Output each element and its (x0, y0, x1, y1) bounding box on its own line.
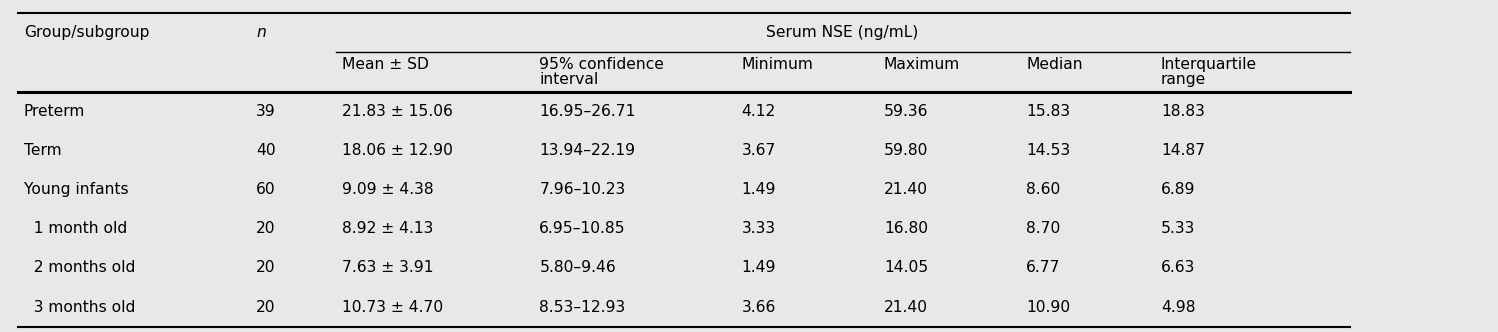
Text: 9.09 ± 4.38: 9.09 ± 4.38 (342, 182, 433, 197)
Text: 3.33: 3.33 (742, 221, 776, 236)
Text: 6.89: 6.89 (1161, 182, 1195, 197)
Text: 15.83: 15.83 (1026, 104, 1070, 119)
Text: Term: Term (24, 143, 61, 158)
Text: 8.70: 8.70 (1026, 221, 1061, 236)
Text: 1.49: 1.49 (742, 182, 776, 197)
Text: range: range (1161, 72, 1206, 87)
Text: 2 months old: 2 months old (24, 260, 135, 276)
Text: 8.92 ± 4.13: 8.92 ± 4.13 (342, 221, 433, 236)
Text: 5.33: 5.33 (1161, 221, 1195, 236)
Text: 1.49: 1.49 (742, 260, 776, 276)
Text: Median: Median (1026, 57, 1083, 72)
Text: 8.60: 8.60 (1026, 182, 1061, 197)
Text: 21.40: 21.40 (884, 182, 927, 197)
Text: 20: 20 (256, 260, 276, 276)
Text: 1 month old: 1 month old (24, 221, 127, 236)
Text: 3 months old: 3 months old (24, 299, 135, 315)
Text: 16.95–26.71: 16.95–26.71 (539, 104, 635, 119)
Text: 40: 40 (256, 143, 276, 158)
Text: 13.94–22.19: 13.94–22.19 (539, 143, 635, 158)
Text: 14.05: 14.05 (884, 260, 929, 276)
Text: n: n (256, 25, 267, 41)
Text: Serum NSE (ng/mL): Serum NSE (ng/mL) (767, 25, 918, 41)
Text: Preterm: Preterm (24, 104, 85, 119)
Text: 3.67: 3.67 (742, 143, 776, 158)
Text: 18.06 ± 12.90: 18.06 ± 12.90 (342, 143, 452, 158)
Text: Mean ± SD: Mean ± SD (342, 57, 428, 72)
Text: 21.40: 21.40 (884, 299, 927, 315)
Text: 14.53: 14.53 (1026, 143, 1071, 158)
Text: 3.66: 3.66 (742, 299, 776, 315)
Text: 6.95–10.85: 6.95–10.85 (539, 221, 626, 236)
Text: Maximum: Maximum (884, 57, 960, 72)
Text: 39: 39 (256, 104, 276, 119)
Text: Minimum: Minimum (742, 57, 813, 72)
Text: 7.63 ± 3.91: 7.63 ± 3.91 (342, 260, 433, 276)
Text: 18.83: 18.83 (1161, 104, 1204, 119)
Text: 8.53–12.93: 8.53–12.93 (539, 299, 626, 315)
Text: 4.12: 4.12 (742, 104, 776, 119)
Text: 5.80–9.46: 5.80–9.46 (539, 260, 616, 276)
Text: Group/subgroup: Group/subgroup (24, 25, 150, 41)
Text: 10.90: 10.90 (1026, 299, 1070, 315)
Text: 7.96–10.23: 7.96–10.23 (539, 182, 626, 197)
Text: 4.98: 4.98 (1161, 299, 1195, 315)
Text: 59.80: 59.80 (884, 143, 929, 158)
Text: 10.73 ± 4.70: 10.73 ± 4.70 (342, 299, 443, 315)
Text: 14.87: 14.87 (1161, 143, 1204, 158)
Text: 21.83 ± 15.06: 21.83 ± 15.06 (342, 104, 452, 119)
Text: 20: 20 (256, 299, 276, 315)
Text: 20: 20 (256, 221, 276, 236)
Text: 59.36: 59.36 (884, 104, 929, 119)
Text: Interquartile: Interquartile (1161, 57, 1257, 72)
Text: 6.63: 6.63 (1161, 260, 1195, 276)
Text: interval: interval (539, 72, 599, 87)
Text: 95% confidence: 95% confidence (539, 57, 664, 72)
Text: 16.80: 16.80 (884, 221, 927, 236)
Text: 60: 60 (256, 182, 276, 197)
Text: 6.77: 6.77 (1026, 260, 1061, 276)
Text: Young infants: Young infants (24, 182, 129, 197)
